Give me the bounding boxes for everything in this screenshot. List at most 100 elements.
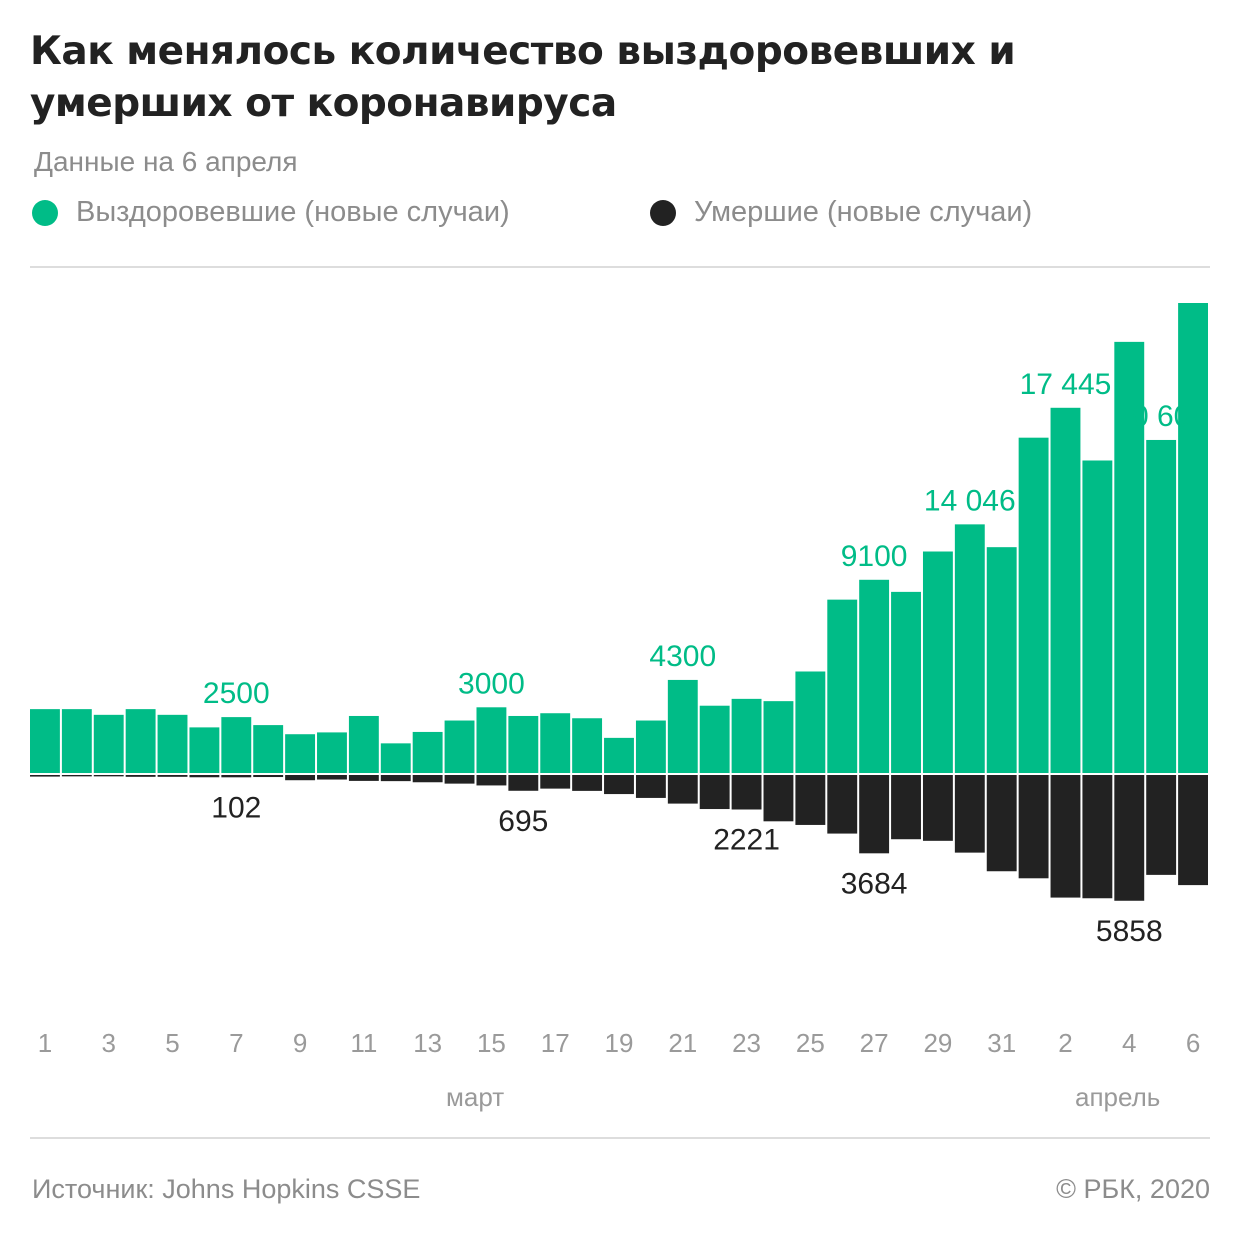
legend-swatch-recovered	[32, 199, 58, 226]
recovered-bar	[221, 717, 252, 773]
recovered-bar	[699, 705, 730, 773]
deaths-bar	[891, 775, 921, 840]
x-tick-label: 4	[1122, 1028, 1136, 1058]
deaths-bar	[444, 775, 475, 784]
recovered-bar	[253, 725, 284, 773]
recovered-bar	[508, 715, 539, 773]
deaths-bar	[827, 775, 858, 834]
x-tick-label: 29	[923, 1028, 952, 1058]
recovered-bar	[731, 698, 762, 773]
deaths-bar	[30, 775, 60, 777]
deaths-bar	[285, 775, 316, 781]
deaths-bar	[189, 775, 220, 778]
recovered-bar	[540, 713, 571, 773]
deaths-bar	[157, 775, 188, 777]
month-label-march: март	[446, 1082, 505, 1112]
recovered-bar	[667, 679, 698, 773]
deaths-bar	[61, 775, 92, 777]
recovered-bar	[1018, 437, 1049, 773]
deaths-value-label: 2221	[713, 824, 780, 857]
deaths-value-label: 5858	[1096, 915, 1163, 948]
deaths-value-label: 102	[211, 791, 261, 824]
x-tick-label: 23	[732, 1028, 761, 1058]
x-tick-label: 11	[350, 1028, 377, 1058]
recovered-bar	[93, 714, 124, 773]
month-label-april: апрель	[1075, 1082, 1161, 1112]
recovered-bar	[1082, 460, 1113, 773]
legend-label-deaths: Умершие (новые случаи)	[694, 196, 1033, 228]
deaths-bar	[667, 775, 698, 804]
recovered-bar	[1050, 407, 1081, 773]
deaths-bar	[380, 775, 411, 782]
recovered-bar	[986, 547, 1017, 773]
deaths-bar	[986, 775, 1017, 872]
recovered-bar	[380, 743, 411, 773]
deaths-bar	[1018, 775, 1049, 879]
deaths-value-label: 3684	[841, 867, 908, 900]
recovered-bar	[1114, 341, 1145, 773]
x-tick-label: 13	[413, 1028, 442, 1058]
deaths-bar	[604, 775, 634, 795]
recovered-bar	[795, 671, 826, 773]
recovered-bar	[61, 709, 92, 773]
deaths-bar	[1178, 775, 1208, 886]
deaths-bar	[1114, 775, 1145, 901]
deaths-bar	[572, 775, 603, 791]
x-tick-label: 19	[605, 1028, 634, 1058]
top-divider	[30, 266, 1210, 268]
source-note: Источник: Johns Hopkins CSSE	[32, 1174, 421, 1204]
x-tick-label: 27	[860, 1028, 889, 1058]
copyright-note: © РБК, 2020	[1056, 1174, 1210, 1204]
x-tick-label: 1	[38, 1028, 52, 1058]
recovered-bar	[125, 709, 156, 773]
deaths-bar	[412, 775, 443, 783]
legend-item-recovered: Выздоровевшие (новые случаи)	[32, 196, 510, 229]
recovered-value-label: 9100	[841, 540, 908, 573]
deaths-bar	[221, 775, 252, 778]
deaths-bar	[317, 775, 347, 780]
deaths-bar	[1050, 775, 1081, 898]
recovered-bar	[30, 709, 60, 773]
chart-title: Как менялось количество выздоровевших и …	[30, 29, 1016, 126]
legend-item-deaths: Умершие (новые случаи)	[650, 196, 1032, 229]
deaths-bar	[348, 775, 379, 781]
x-tick-label: 5	[165, 1028, 179, 1058]
deaths-bar	[954, 775, 985, 853]
deaths-value-label: 695	[498, 805, 548, 838]
deaths-bar	[731, 775, 762, 810]
recovered-bar	[827, 599, 858, 773]
recovered-bar	[891, 591, 921, 773]
deaths-bar	[93, 775, 124, 777]
recovered-bar	[1178, 303, 1208, 773]
recovered-bar	[954, 524, 985, 773]
recovered-bar	[1146, 439, 1177, 773]
deaths-bar	[1082, 775, 1113, 899]
recovered-value-label: 20 604	[1115, 400, 1207, 433]
deaths-bar	[253, 775, 284, 778]
recovered-bar	[635, 720, 666, 773]
recovered-bar	[604, 737, 634, 773]
recovered-bar	[412, 731, 443, 773]
recovered-bar	[285, 734, 316, 773]
deaths-bar	[1146, 775, 1177, 875]
deaths-bar	[859, 775, 890, 854]
deaths-bar	[795, 775, 826, 825]
x-tick-label: 3	[101, 1028, 115, 1058]
recovered-bar	[348, 715, 379, 773]
deaths-bar	[763, 775, 794, 822]
x-tick-label: 31	[987, 1028, 1016, 1058]
x-tick-label: 25	[796, 1028, 825, 1058]
deaths-bar	[699, 775, 730, 810]
recovered-bar	[922, 551, 953, 773]
deaths-bar	[635, 775, 666, 798]
deaths-bar	[476, 775, 507, 786]
x-tick-label: 21	[668, 1028, 697, 1058]
chart-subtitle: Данные на 6 апреля	[34, 146, 298, 177]
recovered-bar	[317, 732, 347, 773]
deaths-bar	[125, 775, 156, 777]
legend: Выздоровевшие (новые случаи) Умершие (но…	[32, 196, 1212, 236]
recovered-value-label: 4300	[649, 640, 716, 673]
legend-label-recovered: Выздоровевшие (новые случаи)	[76, 196, 510, 228]
legend-swatch-deaths	[650, 199, 676, 226]
